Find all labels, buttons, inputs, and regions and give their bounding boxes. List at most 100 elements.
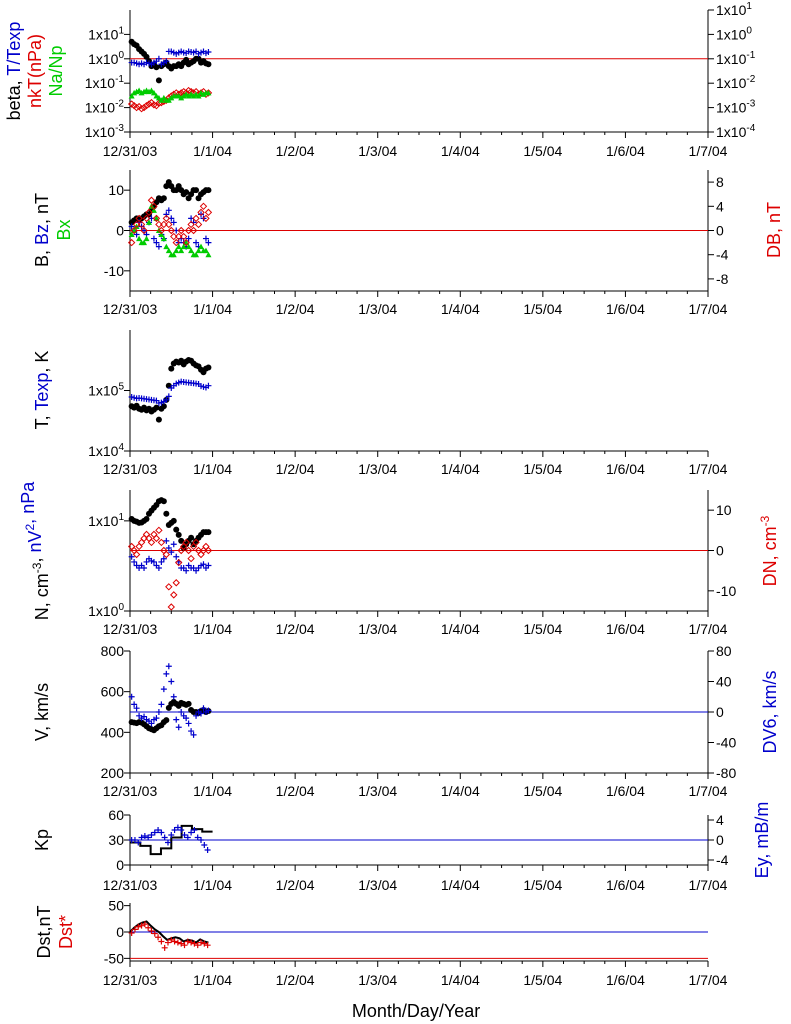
- y-tick-label: 1x100: [88, 50, 124, 67]
- x-tick-label: 1/4/04: [441, 143, 480, 159]
- x-tick-label: 1/6/04: [606, 783, 645, 799]
- series-ey-point: [161, 834, 168, 841]
- series-dv6-point: [133, 705, 140, 712]
- series-dv6-point: [160, 686, 167, 693]
- series-dst--point: [138, 922, 145, 929]
- series-dst--point: [148, 927, 155, 934]
- series-bz-point: [128, 223, 135, 230]
- right-y-tick-label: 1x10-4: [716, 123, 756, 140]
- x-tick-label: 1/2/04: [276, 301, 315, 317]
- series-ey-point: [194, 834, 201, 841]
- series-ey-point: [155, 827, 162, 833]
- y-tick-label: 1x104: [88, 442, 124, 459]
- series-dv6-point: [185, 720, 192, 727]
- series-bx-point: [175, 243, 182, 250]
- series-db-point: [127, 238, 136, 247]
- x-tick-label: 1/5/04: [523, 621, 562, 637]
- series-bx-point: [160, 235, 167, 242]
- x-tick-label: 12/31/03: [103, 301, 158, 317]
- y-tick-label: 200: [101, 765, 125, 781]
- series-nv2-point: [158, 558, 165, 565]
- series-nv2-point: [165, 544, 172, 551]
- y-tick-label: -10: [104, 263, 124, 279]
- series-ey-point: [171, 827, 178, 833]
- series-beta-point: [155, 77, 162, 84]
- series-bx-point: [195, 247, 202, 254]
- x-tick-label: 1/3/04: [358, 783, 397, 799]
- x-tick-label: 1/3/04: [358, 621, 397, 637]
- y-tick-label: 1x101: [88, 512, 124, 529]
- series-n-point: [143, 515, 150, 522]
- series-bz-point: [153, 239, 160, 246]
- series-na-np-point: [180, 92, 187, 99]
- series-db-point: [140, 226, 148, 235]
- series-n-point: [175, 531, 182, 538]
- series-dst--point: [128, 930, 135, 937]
- right-axis-label: DB, nT: [764, 202, 784, 258]
- series-ey-point: [181, 832, 188, 838]
- series-bx-point: [202, 247, 209, 254]
- y-tick-label: 1x105: [88, 382, 124, 399]
- series-dst--point: [164, 939, 171, 946]
- x-tick-label: 1/7/04: [689, 143, 728, 159]
- series-dv6-point: [141, 713, 148, 720]
- x-tick-label: 1/2/04: [276, 972, 315, 988]
- series-dv6-point: [158, 701, 165, 708]
- series-dn-point: [162, 550, 171, 559]
- left-axis-label: Na/Np: [46, 45, 66, 96]
- series-n-point: [188, 534, 195, 541]
- y-tick-label: 1x10-2: [85, 99, 125, 116]
- y-tick-label: 1x10-3: [85, 123, 125, 140]
- series-bz-point: [185, 235, 192, 242]
- series-dst--point: [204, 942, 211, 949]
- series-db-point: [162, 214, 171, 223]
- series-ey-point: [135, 839, 142, 846]
- series-t-point: [205, 364, 212, 371]
- x-tick-label: 12/31/03: [103, 972, 158, 988]
- series-bz-point: [150, 235, 157, 242]
- series-nv2-point: [200, 561, 207, 568]
- series-bx-point: [158, 231, 165, 238]
- series-nkt-npa--point: [137, 105, 146, 113]
- series-bz-point: [138, 223, 145, 230]
- x-tick-label: 1/7/04: [689, 877, 728, 893]
- left-axis-label: beta, T/Texp: [4, 22, 24, 121]
- y-tick-label: 0: [116, 924, 124, 940]
- right-axis-label: DV6, km/s: [760, 670, 780, 753]
- series-ey-point: [188, 829, 195, 836]
- series-ey-point: [204, 847, 211, 853]
- series-bx-point: [141, 239, 148, 246]
- y-tick-label: 1x100: [88, 602, 124, 619]
- series-dv6-point: [153, 715, 160, 722]
- series-dn-point: [132, 550, 141, 559]
- x-tick-label: 1/5/04: [523, 877, 562, 893]
- series-n-point: [163, 510, 170, 517]
- series-dn-point: [147, 538, 156, 547]
- series-bx-point: [205, 251, 212, 258]
- series-dst--point: [135, 923, 142, 930]
- series-db-point: [160, 220, 168, 229]
- series-db-point: [177, 226, 185, 235]
- series-nv2-point: [163, 537, 170, 544]
- series-nv2-point: [173, 553, 180, 560]
- series-db-point: [187, 220, 195, 229]
- x-tick-label: 1/1/04: [193, 972, 232, 988]
- series-ey-point: [178, 827, 185, 833]
- series-bz-point: [193, 239, 200, 246]
- x-tick-label: 12/31/03: [103, 621, 158, 637]
- series-ey-point: [131, 837, 138, 843]
- x-tick-label: 1/6/04: [606, 972, 645, 988]
- series-bz-point: [205, 239, 212, 246]
- series-dst--point: [145, 924, 152, 931]
- series-dn-point: [204, 546, 213, 555]
- x-tick-label: 1/5/04: [523, 783, 562, 799]
- series-na-np-point: [200, 91, 207, 97]
- series-dn-point: [187, 554, 195, 563]
- series-bz-point: [165, 207, 172, 214]
- series-ey-point: [158, 829, 165, 836]
- series-t-point: [153, 404, 160, 411]
- x-tick-label: 1/7/04: [689, 621, 728, 637]
- series-bx-point: [136, 235, 143, 242]
- series-nv2-point: [150, 558, 157, 565]
